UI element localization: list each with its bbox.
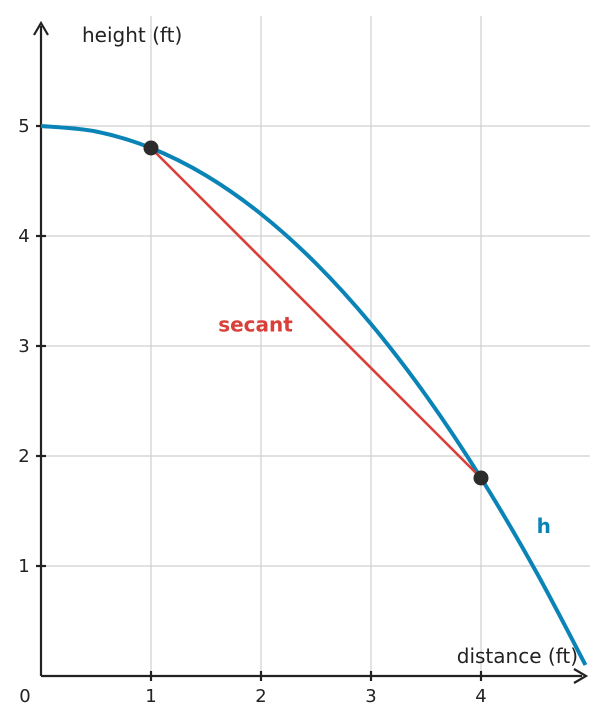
y-tick-label: 2 [18, 446, 29, 467]
data-point [473, 470, 489, 486]
y-tick-label: 5 [18, 116, 29, 137]
data-point [143, 140, 159, 156]
x-tick-label: 3 [365, 686, 376, 707]
grid [36, 16, 590, 681]
y-tick-label: 1 [18, 556, 29, 577]
series-h-curve [40, 124, 588, 666]
series-secant-line [150, 147, 482, 479]
y-axis-arrow [33, 20, 49, 36]
x-tick-label: 4 [475, 686, 486, 707]
y-axis-title: height (ft) [82, 23, 182, 47]
origin-label: 0 [19, 686, 30, 707]
y-tick-label: 4 [18, 226, 29, 247]
h-label: h [537, 514, 551, 538]
points-layer [143, 140, 489, 486]
x-axis-arrow [573, 668, 589, 684]
labels-layer: height (ft) distance (ft) 0 1 2 3 4 1 2 3 4 5 sec… [18, 23, 578, 707]
axes [33, 20, 589, 684]
x-axis-title: distance (ft) [457, 644, 578, 668]
series-layer [40, 124, 588, 666]
x-tick-label: 1 [145, 686, 156, 707]
y-tick-label: 3 [18, 336, 29, 357]
x-tick-label: 2 [255, 686, 266, 707]
secant-label: secant [218, 313, 293, 337]
